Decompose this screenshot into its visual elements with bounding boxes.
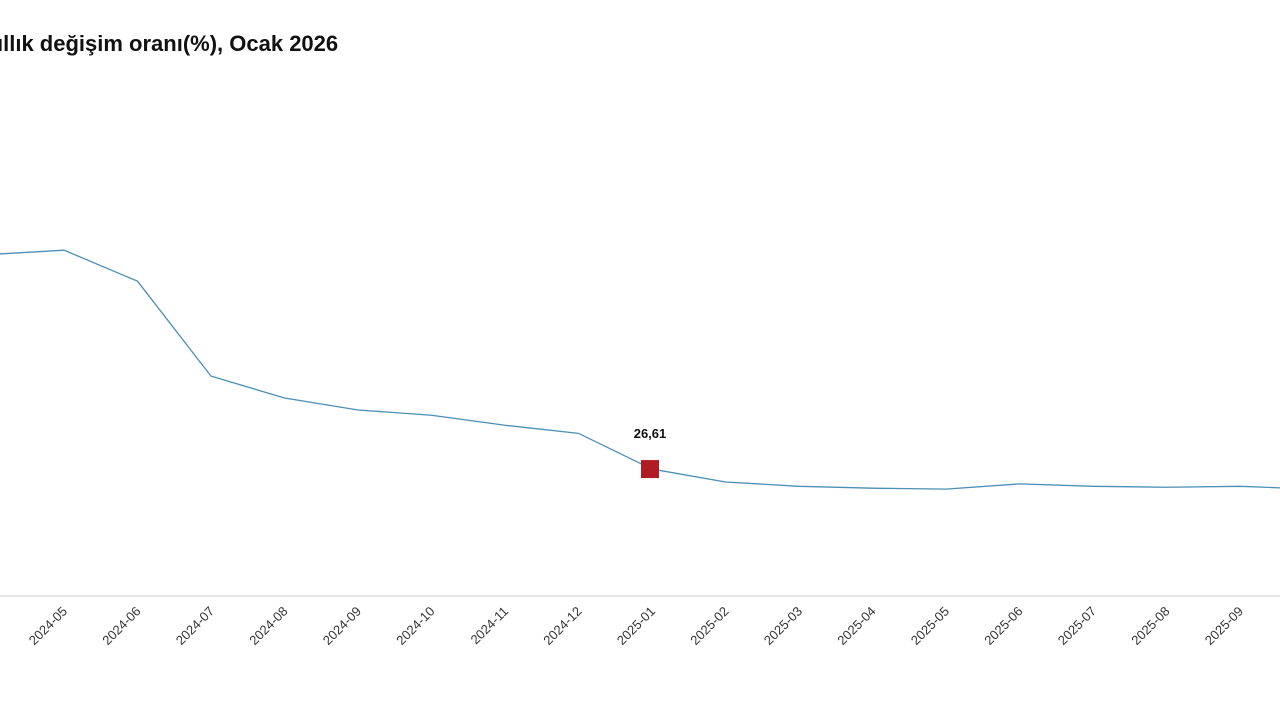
- x-tick-label: 2025-05: [908, 604, 952, 648]
- x-tick-label: 2025-07: [1055, 604, 1099, 648]
- x-tick-label: 2025-04: [834, 604, 878, 648]
- x-tick-label: 2024-08: [246, 604, 290, 648]
- chart-title: ıllık değişim oranı(%), Ocak 2026: [0, 31, 338, 56]
- value-label: 26,61: [634, 426, 667, 441]
- x-tick-label: 2025-02: [687, 604, 731, 648]
- x-tick-label: 2025-08: [1128, 604, 1172, 648]
- x-tick-label: 2024-07: [173, 604, 217, 648]
- x-tick-label: 2024-06: [99, 604, 143, 648]
- highlight-point: [641, 460, 659, 479]
- x-tick-label: 2024-12: [540, 604, 584, 648]
- x-tick-label: 2024-09: [320, 604, 364, 648]
- x-tick-label: 2024-05: [26, 604, 70, 648]
- x-tick-label: 2025-09: [1202, 604, 1246, 648]
- x-tick-label: 2025-06: [981, 604, 1025, 648]
- x-tick-label: 2025-03: [761, 604, 805, 648]
- x-tick-label: 2024-10: [393, 604, 437, 648]
- data-line: [0, 249, 1280, 490]
- x-tick-label: 2024-11: [467, 604, 511, 648]
- x-tick-label: 2025-01: [614, 604, 658, 648]
